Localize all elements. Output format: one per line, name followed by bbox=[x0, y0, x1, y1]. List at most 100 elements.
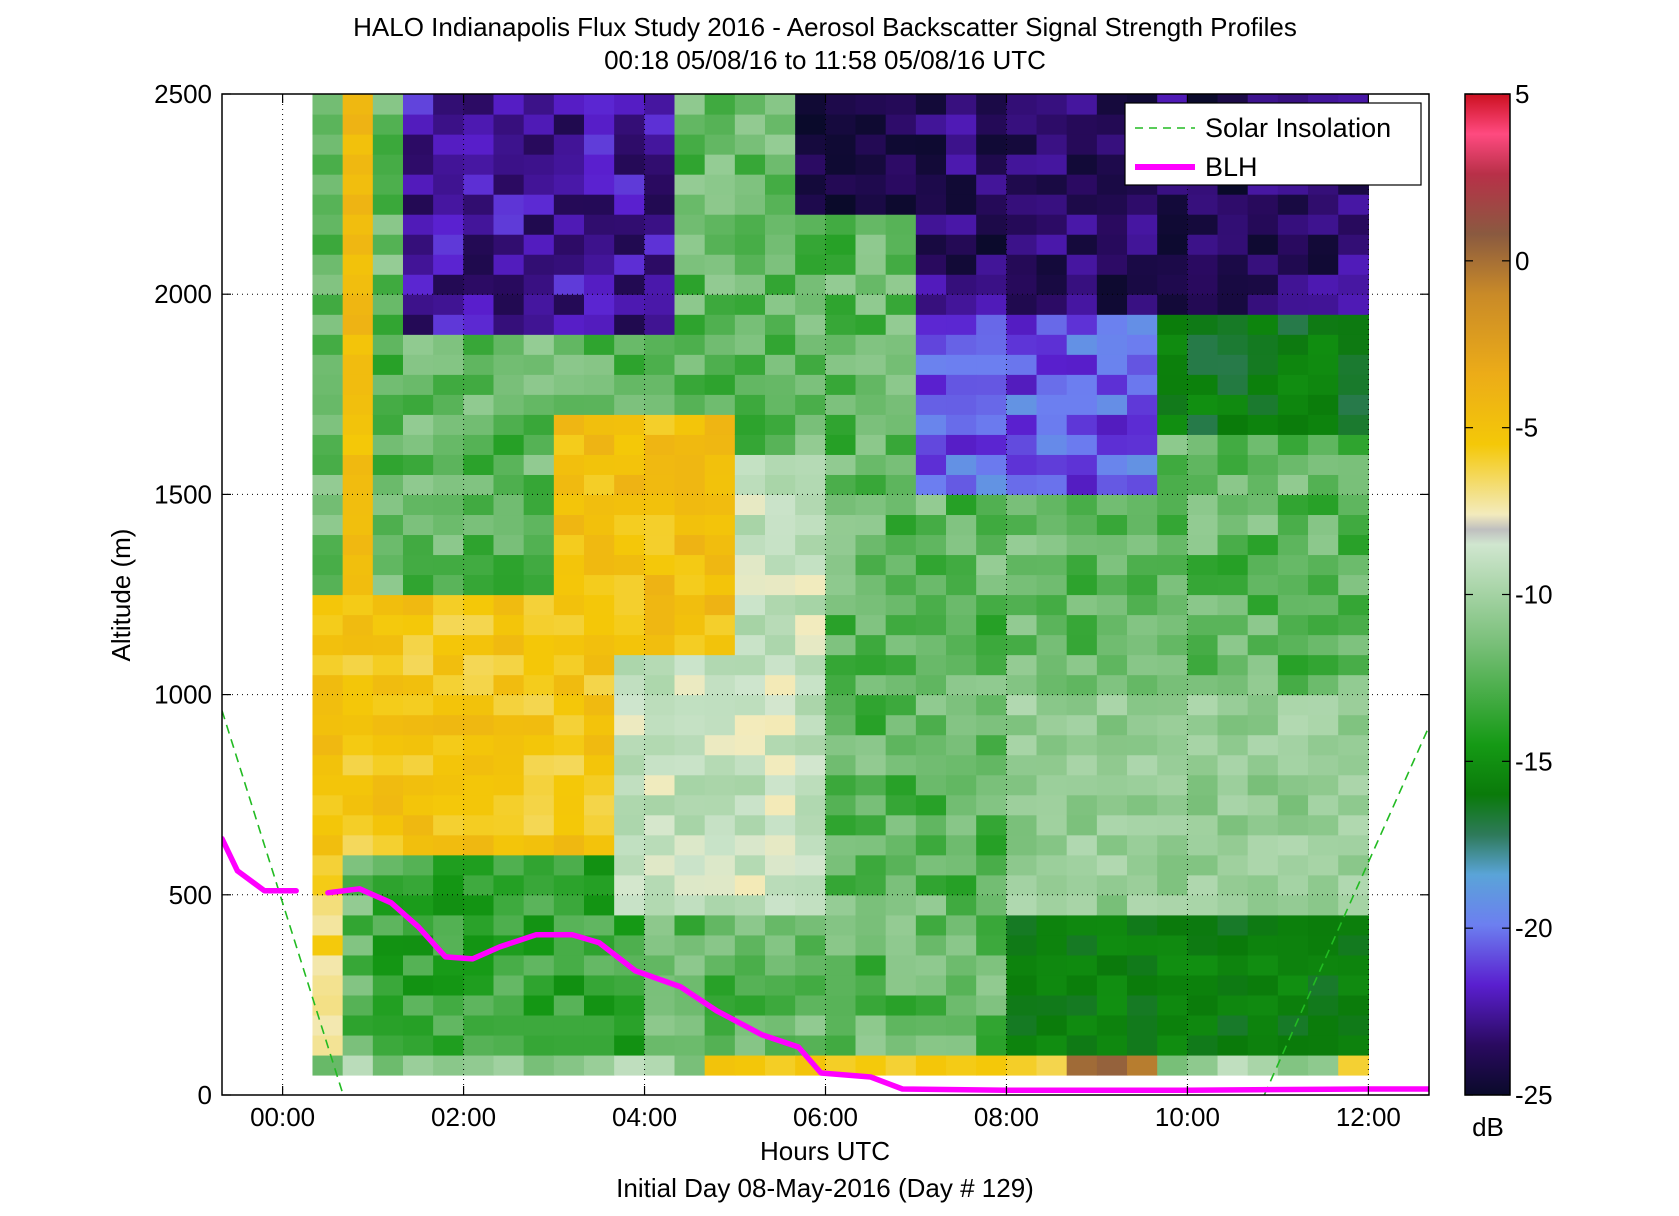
heatmap-cell bbox=[1308, 494, 1339, 516]
heatmap-cell bbox=[1036, 794, 1068, 816]
heatmap-cell bbox=[976, 294, 1007, 315]
heatmap-cell bbox=[614, 834, 645, 856]
heatmap-cell bbox=[433, 994, 464, 1016]
heatmap-cell bbox=[765, 814, 796, 836]
heatmap-cell bbox=[523, 1054, 555, 1076]
chart-subtitle: 00:18 05/08/16 to 11:58 05/08/16 UTC bbox=[604, 45, 1046, 75]
heatmap-cell bbox=[523, 714, 555, 736]
heatmap-cell bbox=[1338, 1054, 1369, 1076]
heatmap-cell bbox=[312, 134, 344, 155]
heatmap-cell bbox=[433, 694, 464, 716]
heatmap-cell bbox=[1036, 254, 1068, 275]
heatmap-cell bbox=[674, 174, 706, 195]
heatmap-cell bbox=[342, 134, 374, 155]
heatmap-cell bbox=[734, 334, 766, 355]
heatmap-cell bbox=[372, 634, 404, 656]
heatmap-cell bbox=[1157, 734, 1188, 756]
heatmap-cell bbox=[825, 1014, 857, 1036]
heatmap-cell bbox=[342, 534, 374, 556]
heatmap-cell bbox=[553, 934, 585, 956]
heatmap-cell bbox=[765, 294, 796, 315]
heatmap-cell bbox=[433, 234, 464, 255]
heatmap-cell bbox=[614, 674, 645, 696]
heatmap-cell bbox=[523, 274, 555, 295]
heatmap-cell bbox=[1006, 1014, 1038, 1036]
heatmap-cell bbox=[825, 354, 857, 375]
heatmap-cell bbox=[704, 194, 736, 215]
heatmap-cell bbox=[1066, 454, 1098, 475]
heatmap-cell bbox=[312, 1014, 344, 1036]
heatmap-cell bbox=[765, 974, 796, 996]
heatmap-cell bbox=[915, 294, 947, 315]
heatmap-cell bbox=[583, 1054, 615, 1076]
heatmap-cell bbox=[1308, 634, 1339, 656]
heatmap-cell bbox=[885, 514, 917, 536]
heatmap-cell bbox=[1338, 674, 1369, 696]
heatmap-cell bbox=[976, 754, 1007, 776]
heatmap-cell bbox=[1247, 854, 1279, 876]
heatmap-cell bbox=[825, 714, 857, 736]
heatmap-cell bbox=[1247, 334, 1279, 355]
heatmap-cell bbox=[493, 334, 525, 355]
heatmap-cell bbox=[1277, 694, 1309, 716]
heatmap-cell bbox=[1217, 914, 1249, 936]
heatmap-cell bbox=[946, 434, 977, 455]
heatmap-cell bbox=[674, 154, 706, 175]
heatmap-cell bbox=[855, 314, 887, 335]
heatmap-cell bbox=[342, 434, 374, 455]
heatmap-cell bbox=[1036, 274, 1068, 295]
legend-label-blh: BLH bbox=[1205, 152, 1258, 182]
heatmap-cell bbox=[1157, 714, 1188, 736]
heatmap-cell bbox=[463, 314, 495, 335]
heatmap-cell bbox=[523, 614, 555, 636]
heatmap-cell bbox=[1157, 534, 1188, 556]
heatmap-cell bbox=[493, 414, 525, 435]
heatmap-cell bbox=[795, 994, 826, 1016]
heatmap-cell bbox=[976, 174, 1007, 195]
heatmap-cell bbox=[1127, 194, 1158, 215]
heatmap-cell bbox=[553, 354, 585, 375]
heatmap-cell bbox=[644, 934, 676, 956]
heatmap-cell bbox=[1066, 134, 1098, 155]
heatmap-cell bbox=[1308, 294, 1339, 315]
heatmap-cell bbox=[1096, 994, 1128, 1016]
heatmap-cell bbox=[553, 694, 585, 716]
heatmap-cell bbox=[402, 634, 434, 656]
heatmap-cell bbox=[1157, 574, 1188, 596]
heatmap-cell bbox=[704, 234, 736, 255]
heatmap-cell bbox=[885, 614, 917, 636]
heatmap-cell bbox=[342, 914, 374, 936]
heatmap-cell bbox=[1006, 834, 1038, 856]
heatmap-cell bbox=[402, 1054, 434, 1076]
heatmap-cell bbox=[312, 514, 344, 536]
heatmap-cell bbox=[1338, 874, 1369, 896]
heatmap-cell bbox=[523, 594, 555, 616]
heatmap-cell bbox=[1187, 974, 1219, 996]
heatmap-cell bbox=[493, 274, 525, 295]
heatmap-cell bbox=[402, 274, 434, 295]
heatmap-cell bbox=[825, 274, 857, 295]
heatmap-cell bbox=[976, 414, 1007, 435]
heatmap-cell bbox=[674, 494, 706, 516]
heatmap-cell bbox=[342, 814, 374, 836]
heatmap-cell bbox=[1187, 334, 1219, 355]
heatmap-cell bbox=[583, 394, 615, 415]
heatmap-cell bbox=[342, 454, 374, 475]
heatmap-cell bbox=[976, 194, 1007, 215]
heatmap-cell bbox=[614, 554, 645, 576]
heatmap-cell bbox=[734, 234, 766, 255]
heatmap-cell bbox=[1127, 834, 1158, 856]
heatmap-cell bbox=[1036, 914, 1068, 936]
heatmap-cell bbox=[433, 294, 464, 315]
heatmap-cell bbox=[1247, 994, 1279, 1016]
heatmap-cell bbox=[644, 614, 676, 636]
heatmap-cell bbox=[946, 914, 977, 936]
heatmap-cell bbox=[1127, 314, 1158, 335]
y-tick-label: 2000 bbox=[154, 279, 212, 309]
heatmap-cell bbox=[976, 454, 1007, 475]
heatmap-cell bbox=[433, 894, 464, 916]
heatmap-cell bbox=[644, 654, 676, 676]
heatmap-cell bbox=[674, 554, 706, 576]
heatmap-cell bbox=[553, 1034, 585, 1056]
heatmap-cell bbox=[1338, 654, 1369, 676]
